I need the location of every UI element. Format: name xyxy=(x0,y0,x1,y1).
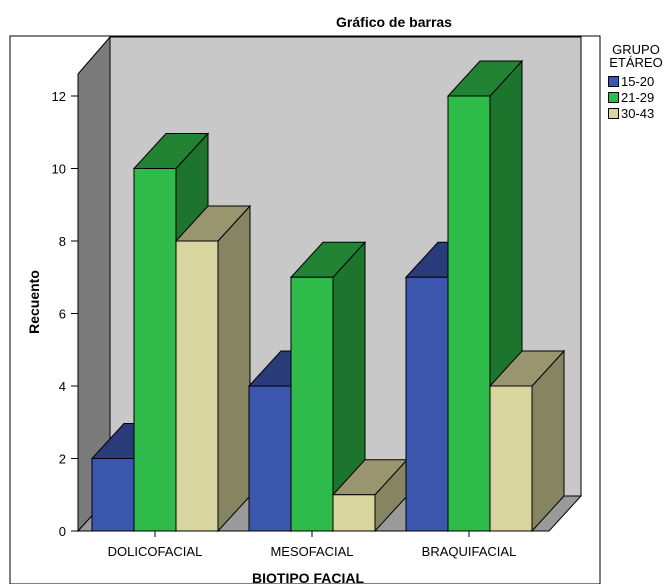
y-tick-label: 4 xyxy=(59,379,66,394)
y-tick-label: 0 xyxy=(59,524,66,539)
bar-front xyxy=(332,494,376,532)
bar-front xyxy=(175,240,219,532)
legend: GRUPO ETÁREO 15-20 21-29 30-43 xyxy=(601,43,671,121)
x-axis: DOLICOFACIAL MESOFACIAL BRAQUIFACIAL xyxy=(108,531,517,559)
legend-swatch xyxy=(608,91,619,103)
legend-item-30-43: 30-43 xyxy=(608,105,671,121)
y-tick-label: 2 xyxy=(59,452,66,467)
legend-title: GRUPO ETÁREO xyxy=(601,43,671,69)
legend-label: 30-43 xyxy=(621,105,655,121)
bars xyxy=(90,59,566,533)
y-axis: 0 2 4 6 8 10 12 xyxy=(52,89,78,539)
legend-swatch xyxy=(608,75,619,87)
bar-30-43-braquifacial xyxy=(488,349,566,533)
legend-label: 15-20 xyxy=(621,73,655,89)
y-axis-label: Recuento xyxy=(26,270,42,334)
bar-front xyxy=(489,385,533,532)
bar-front xyxy=(447,95,491,532)
chart-title: Gráfico de barras xyxy=(336,14,452,30)
bar-front xyxy=(290,276,334,532)
legend-title-line: ETÁREO xyxy=(609,55,663,70)
y-tick-label: 8 xyxy=(59,234,66,249)
legend-item-15-20: 15-20 xyxy=(608,73,671,89)
legend-item-21-29: 21-29 xyxy=(608,89,671,105)
legend-swatch xyxy=(608,107,619,119)
bar-side xyxy=(217,204,251,533)
bar-front xyxy=(91,458,135,532)
x-tick-label: MESOFACIAL xyxy=(270,544,353,559)
bar-front xyxy=(133,168,177,532)
x-tick-label: BRAQUIFACIAL xyxy=(422,544,517,559)
legend-label: 21-29 xyxy=(621,89,655,105)
bar-30-43-dolicofacial xyxy=(174,204,252,533)
bar-21-29-mesofacial xyxy=(289,240,367,533)
bar-front xyxy=(405,276,449,532)
bar-30-43-mesofacial xyxy=(331,458,409,533)
x-axis-label: BIOTIPO FACIAL xyxy=(252,570,364,584)
bar-front xyxy=(248,385,292,532)
y-tick-label: 10 xyxy=(52,162,66,177)
x-tick-label: DOLICOFACIAL xyxy=(108,544,203,559)
y-tick-label: 6 xyxy=(59,307,66,322)
y-tick-label: 12 xyxy=(52,89,66,104)
legend-title-line: GRUPO xyxy=(612,42,660,57)
